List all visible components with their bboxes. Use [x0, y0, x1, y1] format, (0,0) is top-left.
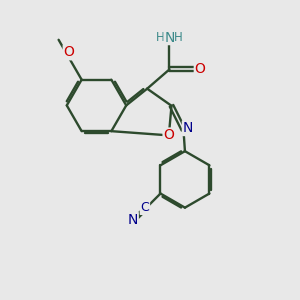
Text: O: O — [195, 62, 206, 76]
Text: O: O — [164, 128, 174, 142]
Text: O: O — [64, 45, 74, 59]
Text: C: C — [140, 201, 149, 214]
Text: N: N — [164, 31, 175, 45]
Text: H: H — [174, 31, 183, 44]
Text: N: N — [183, 121, 193, 135]
Text: H: H — [156, 31, 165, 44]
Text: N: N — [128, 213, 138, 227]
